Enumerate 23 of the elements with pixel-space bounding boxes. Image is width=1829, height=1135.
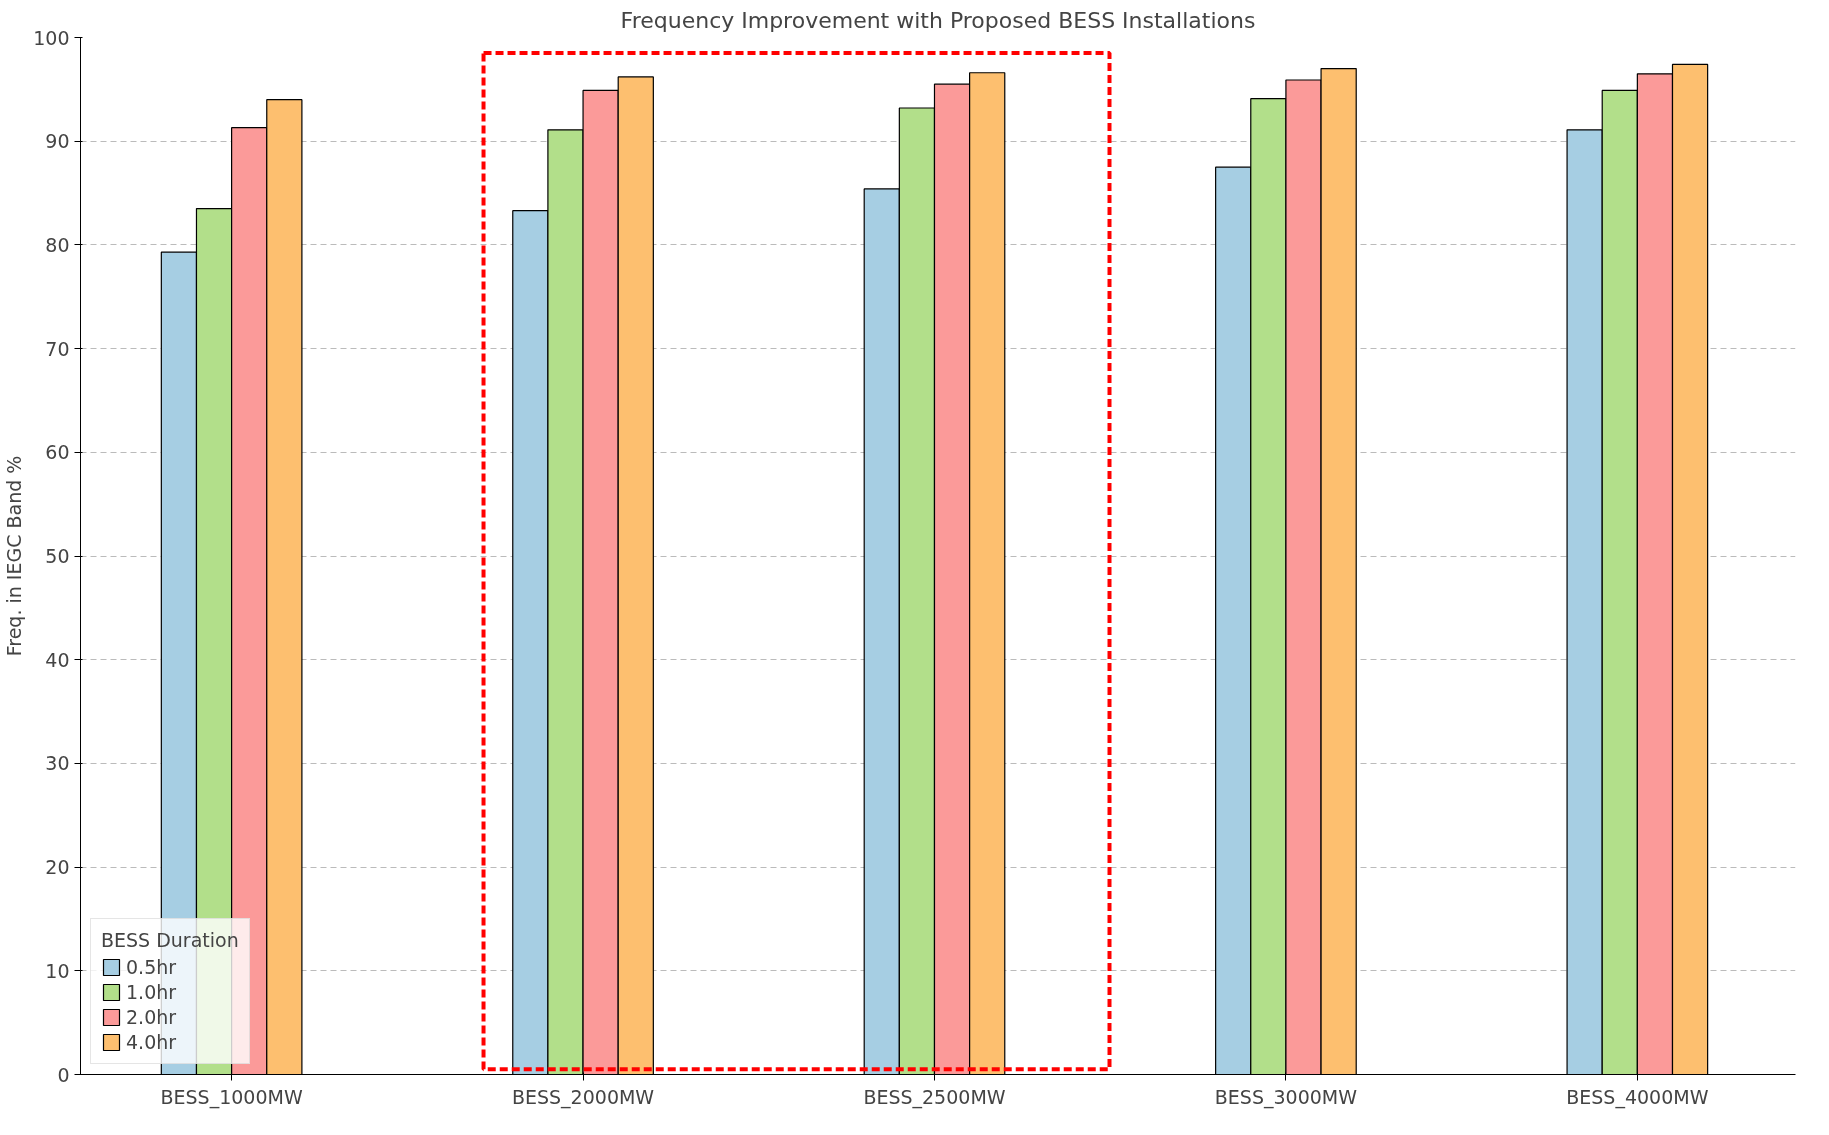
x-tick-label: BESS_1000MW — [160, 1085, 303, 1109]
y-tick-label: 90 — [45, 130, 70, 153]
y-tick-label: 50 — [45, 545, 70, 567]
y-tick-label: 20 — [45, 856, 70, 879]
y-tick-label: 60 — [45, 441, 70, 464]
legend-label: 2.0hr — [126, 1006, 177, 1028]
y-axis-title: Freq. in IEGC Band % — [3, 455, 26, 657]
x-tick-label: BESS_2000MW — [511, 1085, 655, 1109]
legend-title: BESS Duration — [101, 929, 239, 951]
x-tick-label: BESS_4000MW — [1566, 1085, 1709, 1109]
y-tick-label: 40 — [45, 648, 70, 671]
y-tick-label: 10 — [45, 959, 70, 982]
x-tick-label: BESS_2500MW — [863, 1085, 1006, 1109]
y-tick-label: 0 — [57, 1063, 70, 1086]
legend-label: 4.0hr — [126, 1031, 177, 1053]
legend-label: 1.0hr — [126, 981, 177, 1003]
chart-title: Frequency Improvement with Proposed BESS Installations — [620, 7, 1256, 33]
y-tick-label: 70 — [45, 337, 70, 360]
y-tick-label: 80 — [45, 233, 70, 256]
y-tick-label: 100 — [33, 26, 70, 49]
y-tick-label: 30 — [45, 752, 70, 775]
legend-label: 0.5hr — [126, 956, 177, 978]
x-tick-label: BESS_3000MW — [1214, 1085, 1358, 1109]
